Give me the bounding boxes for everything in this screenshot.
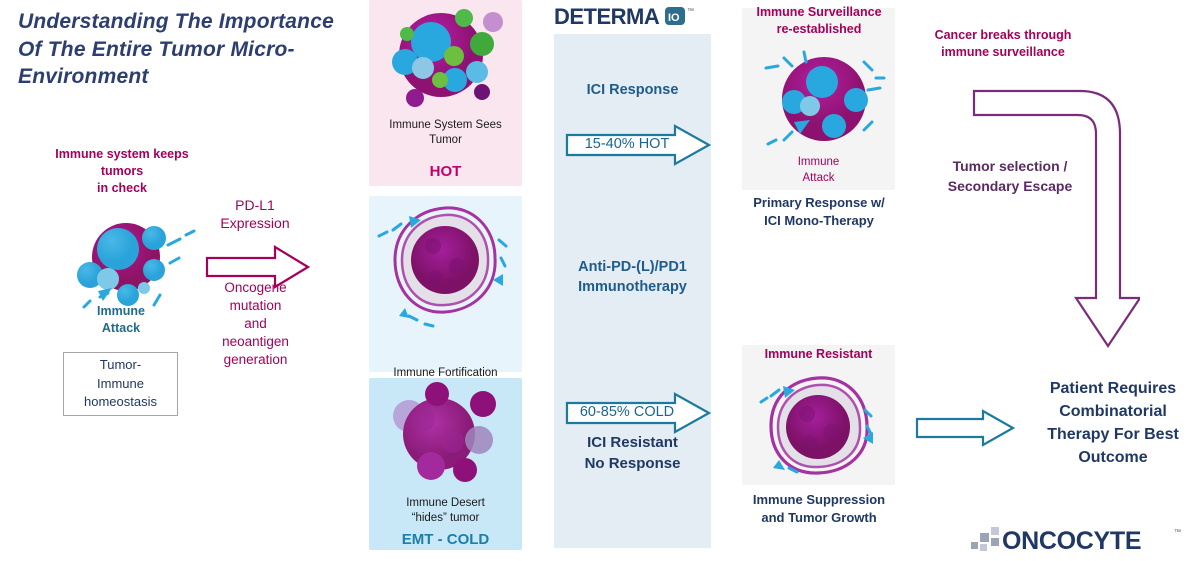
cold-percentage-label: 60-85% COLD [579,404,675,420]
panel-emt: Immune Desert “hides” tumor EMT - COLD [369,378,522,550]
immune-suppression-caption: Immune Suppression and Tumor Growth [752,492,886,526]
cancer-breaks-through-label: Cancer breaks through immune surveillanc… [934,28,1072,59]
oncocyte-squares-icon [971,527,999,551]
hot-tumor-cell-icon [392,9,503,107]
oncogene-mutation-label: Oncogene mutation and neoantigen generat… [222,280,289,367]
right-arrow-teal-icon [565,124,712,166]
panel-hot-caption: Immune System Sees Tumor [389,119,502,146]
tumor-immune-homeostasis-text: Tumor- Immune homeostasis [84,357,157,410]
oncocyte-logo: ONCOCYTE ™ [971,524,1183,555]
patient-requires-label: Patient Requires Combinatorial Therapy F… [1047,380,1179,466]
immune-surveillance-title: Immune Surveillance re-established [756,5,882,36]
panel-emt-caption: Immune Desert “hides” tumor [406,497,485,524]
caf-fortified-tumor-icon [377,206,508,328]
pdl1-expression-label: PD-L1 Expression [220,197,290,232]
tumor-immune-homeostasis-box: Tumor- Immune homeostasis [63,352,178,416]
ici-response-label: ICI Response [586,82,679,98]
immune-resistant-title: Immune Resistant [764,347,873,361]
svg-text:ONCOCYTE: ONCOCYTE [1002,527,1141,554]
svg-text:™: ™ [687,8,694,15]
ici-resistant-label: ICI Resistant No Response [584,434,681,473]
curved-down-arrow-purple-icon [960,88,1143,353]
svg-text:IO: IO [668,12,680,24]
immune-attack-tumor-icon [760,44,886,154]
resistant-tumor-icon [757,372,879,478]
panel-hot-tag: HOT [429,163,462,180]
page-title: Understanding The Importance Of The Enti… [18,10,334,89]
svg-text:™: ™ [1174,529,1181,536]
right-arrow-magenta-icon [205,245,311,289]
determa-logo: DETERMA IO ™ [554,4,714,30]
determa-panel [554,34,711,548]
panel-hot: Immune System Sees Tumor HOT [369,0,522,186]
primary-response-caption: Primary Response w/ ICI Mono-Therapy [753,195,885,229]
right-arrow-teal-icon [915,409,1016,447]
tumor-selection-label: Tumor selection / Secondary Escape [947,158,1073,194]
immune-keeps-tumors-label: Immune system keeps tumors in check [55,147,189,195]
anti-pd-immunotherapy-label: Anti-PD-(L)/PD1 Immunotherapy [578,259,687,296]
right-arrow-teal-icon [565,392,712,434]
tumor-cell-with-immune-cells-icon [60,213,200,323]
svg-text:DETERMA: DETERMA [554,4,660,29]
emt-immune-desert-icon [393,382,496,482]
hot-percentage-label: 15-40% HOT [584,136,670,152]
panel-emt-tag: EMT - COLD [401,531,490,548]
surveillance-immune-attack-label: Immune Attack [797,156,840,184]
panel-caf: Immune Fortification Tumor Escapes CAF -… [369,196,522,422]
immune-attack-label: Immune Attack [97,304,145,335]
